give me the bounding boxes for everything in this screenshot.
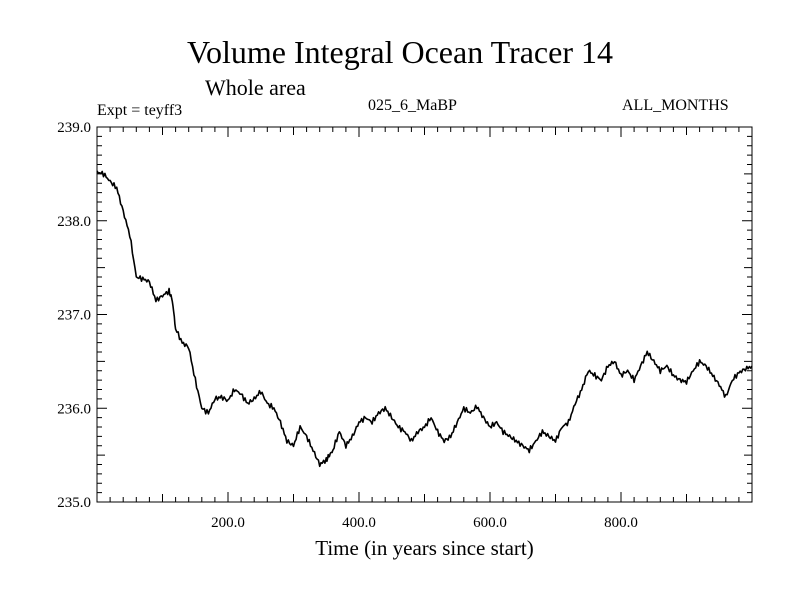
- chart-subtitle: Whole area: [205, 75, 306, 100]
- run-id-label: 025_6_MaBP: [368, 97, 457, 114]
- experiment-label: Expt = teyff3: [97, 102, 183, 119]
- x-tick-label: 800.0: [604, 515, 638, 531]
- chart-title: Volume Integral Ocean Tracer 14: [187, 34, 613, 70]
- x-tick-label: 600.0: [473, 515, 507, 531]
- y-tick-label: 237.0: [57, 308, 91, 324]
- x-tick-label: 400.0: [342, 515, 376, 531]
- plot-frame: [96, 126, 753, 503]
- x-axis-label: Time (in years since start): [315, 536, 534, 560]
- months-label: ALL_MONTHS: [622, 97, 729, 114]
- y-tick-label: 238.0: [57, 214, 91, 230]
- y-tick-label: 239.0: [57, 120, 91, 136]
- series-line: [96, 170, 753, 468]
- y-tick-label: 235.0: [57, 495, 91, 511]
- x-tick-label: 200.0: [211, 515, 245, 531]
- y-tick-label: 236.0: [57, 401, 91, 417]
